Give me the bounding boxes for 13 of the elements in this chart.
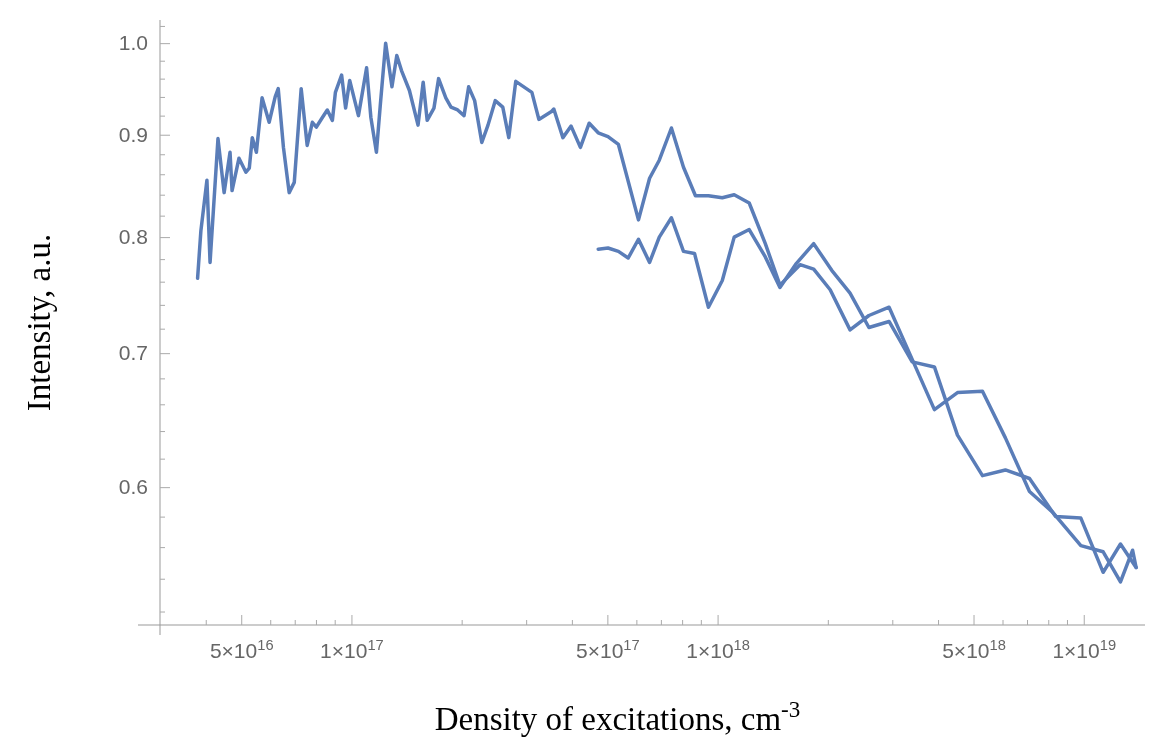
x-tick-label: 1×10$^{17}$ (320, 636, 384, 662)
x-tick-label: 5×10$^{16}$ (209, 636, 274, 662)
x-axis-title: Density of excitations, cm$^{-3}$ (434, 696, 801, 737)
y-tick-label: 0.9 (118, 122, 148, 146)
x-tick-label: 5×10$^{18}$ (942, 636, 1006, 662)
y-axis-title: Intensity, a.u. (21, 233, 57, 412)
x-tick-label: 5×10$^{17}$ (576, 636, 640, 662)
y-tick-label: 1.0 (118, 31, 148, 55)
y-tick-label: 0.6 (118, 475, 148, 499)
x-tick-label: 1×10$^{19}$ (1052, 636, 1117, 662)
y-tick-label: 0.7 (118, 341, 148, 365)
x-tick-label: 1×10$^{18}$ (686, 636, 750, 662)
y-tick-label: 0.8 (118, 225, 148, 249)
